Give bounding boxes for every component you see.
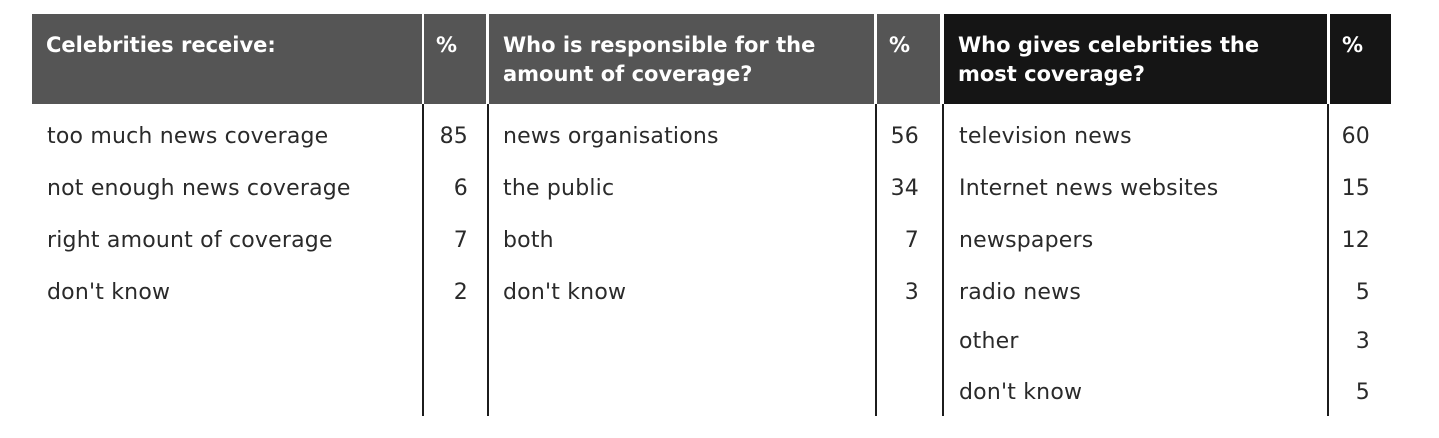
table3-row-label: television news bbox=[959, 124, 1132, 149]
table3-row-value: 5 bbox=[1355, 380, 1370, 405]
column-divider bbox=[1327, 104, 1329, 416]
table2-row-value: 3 bbox=[904, 280, 919, 305]
table3-row-label: Internet news websites bbox=[959, 176, 1219, 201]
table3-row-value: 12 bbox=[1341, 228, 1370, 253]
column-divider bbox=[875, 104, 877, 416]
table1-row-value: 2 bbox=[453, 280, 468, 305]
column-divider bbox=[487, 104, 489, 416]
table3-row-label: don't know bbox=[959, 380, 1083, 405]
table1-row-label: too much news coverage bbox=[47, 124, 329, 149]
table2-row-label: don't know bbox=[503, 280, 627, 305]
table3-row-value: 3 bbox=[1355, 329, 1370, 354]
table2-row-value: 56 bbox=[890, 124, 919, 149]
table1-row-label: don't know bbox=[47, 280, 171, 305]
table1-header: Celebrities receive: bbox=[32, 14, 422, 104]
table2-percent-header: % bbox=[877, 14, 940, 104]
table2-row-label: both bbox=[503, 228, 554, 253]
table2-row-label: the public bbox=[503, 176, 615, 201]
table2-row-label: news organisations bbox=[503, 124, 719, 149]
table1-percent-header: % bbox=[424, 14, 486, 104]
table3-row-value: 5 bbox=[1355, 280, 1370, 305]
table1-row-value: 85 bbox=[439, 124, 468, 149]
table3-row-value: 60 bbox=[1341, 124, 1370, 149]
table1-row-label: not enough news coverage bbox=[47, 176, 351, 201]
table2-row-value: 7 bbox=[904, 228, 919, 253]
table3-percent-header: % bbox=[1330, 14, 1391, 104]
column-divider bbox=[422, 104, 424, 416]
table1-row-value: 7 bbox=[453, 228, 468, 253]
table2-row-value: 34 bbox=[890, 176, 919, 201]
column-divider bbox=[942, 104, 944, 416]
table3-row-label: radio news bbox=[959, 280, 1081, 305]
table1-row-value: 6 bbox=[453, 176, 468, 201]
table3-row-label: other bbox=[959, 329, 1019, 354]
table3-header: Who gives celebrities the most coverage? bbox=[944, 14, 1327, 104]
table2-header: Who is responsible for the amount of cov… bbox=[489, 14, 874, 104]
table3-row-value: 15 bbox=[1341, 176, 1370, 201]
table1-row-label: right amount of coverage bbox=[47, 228, 333, 253]
table3-row-label: newspapers bbox=[959, 228, 1094, 253]
